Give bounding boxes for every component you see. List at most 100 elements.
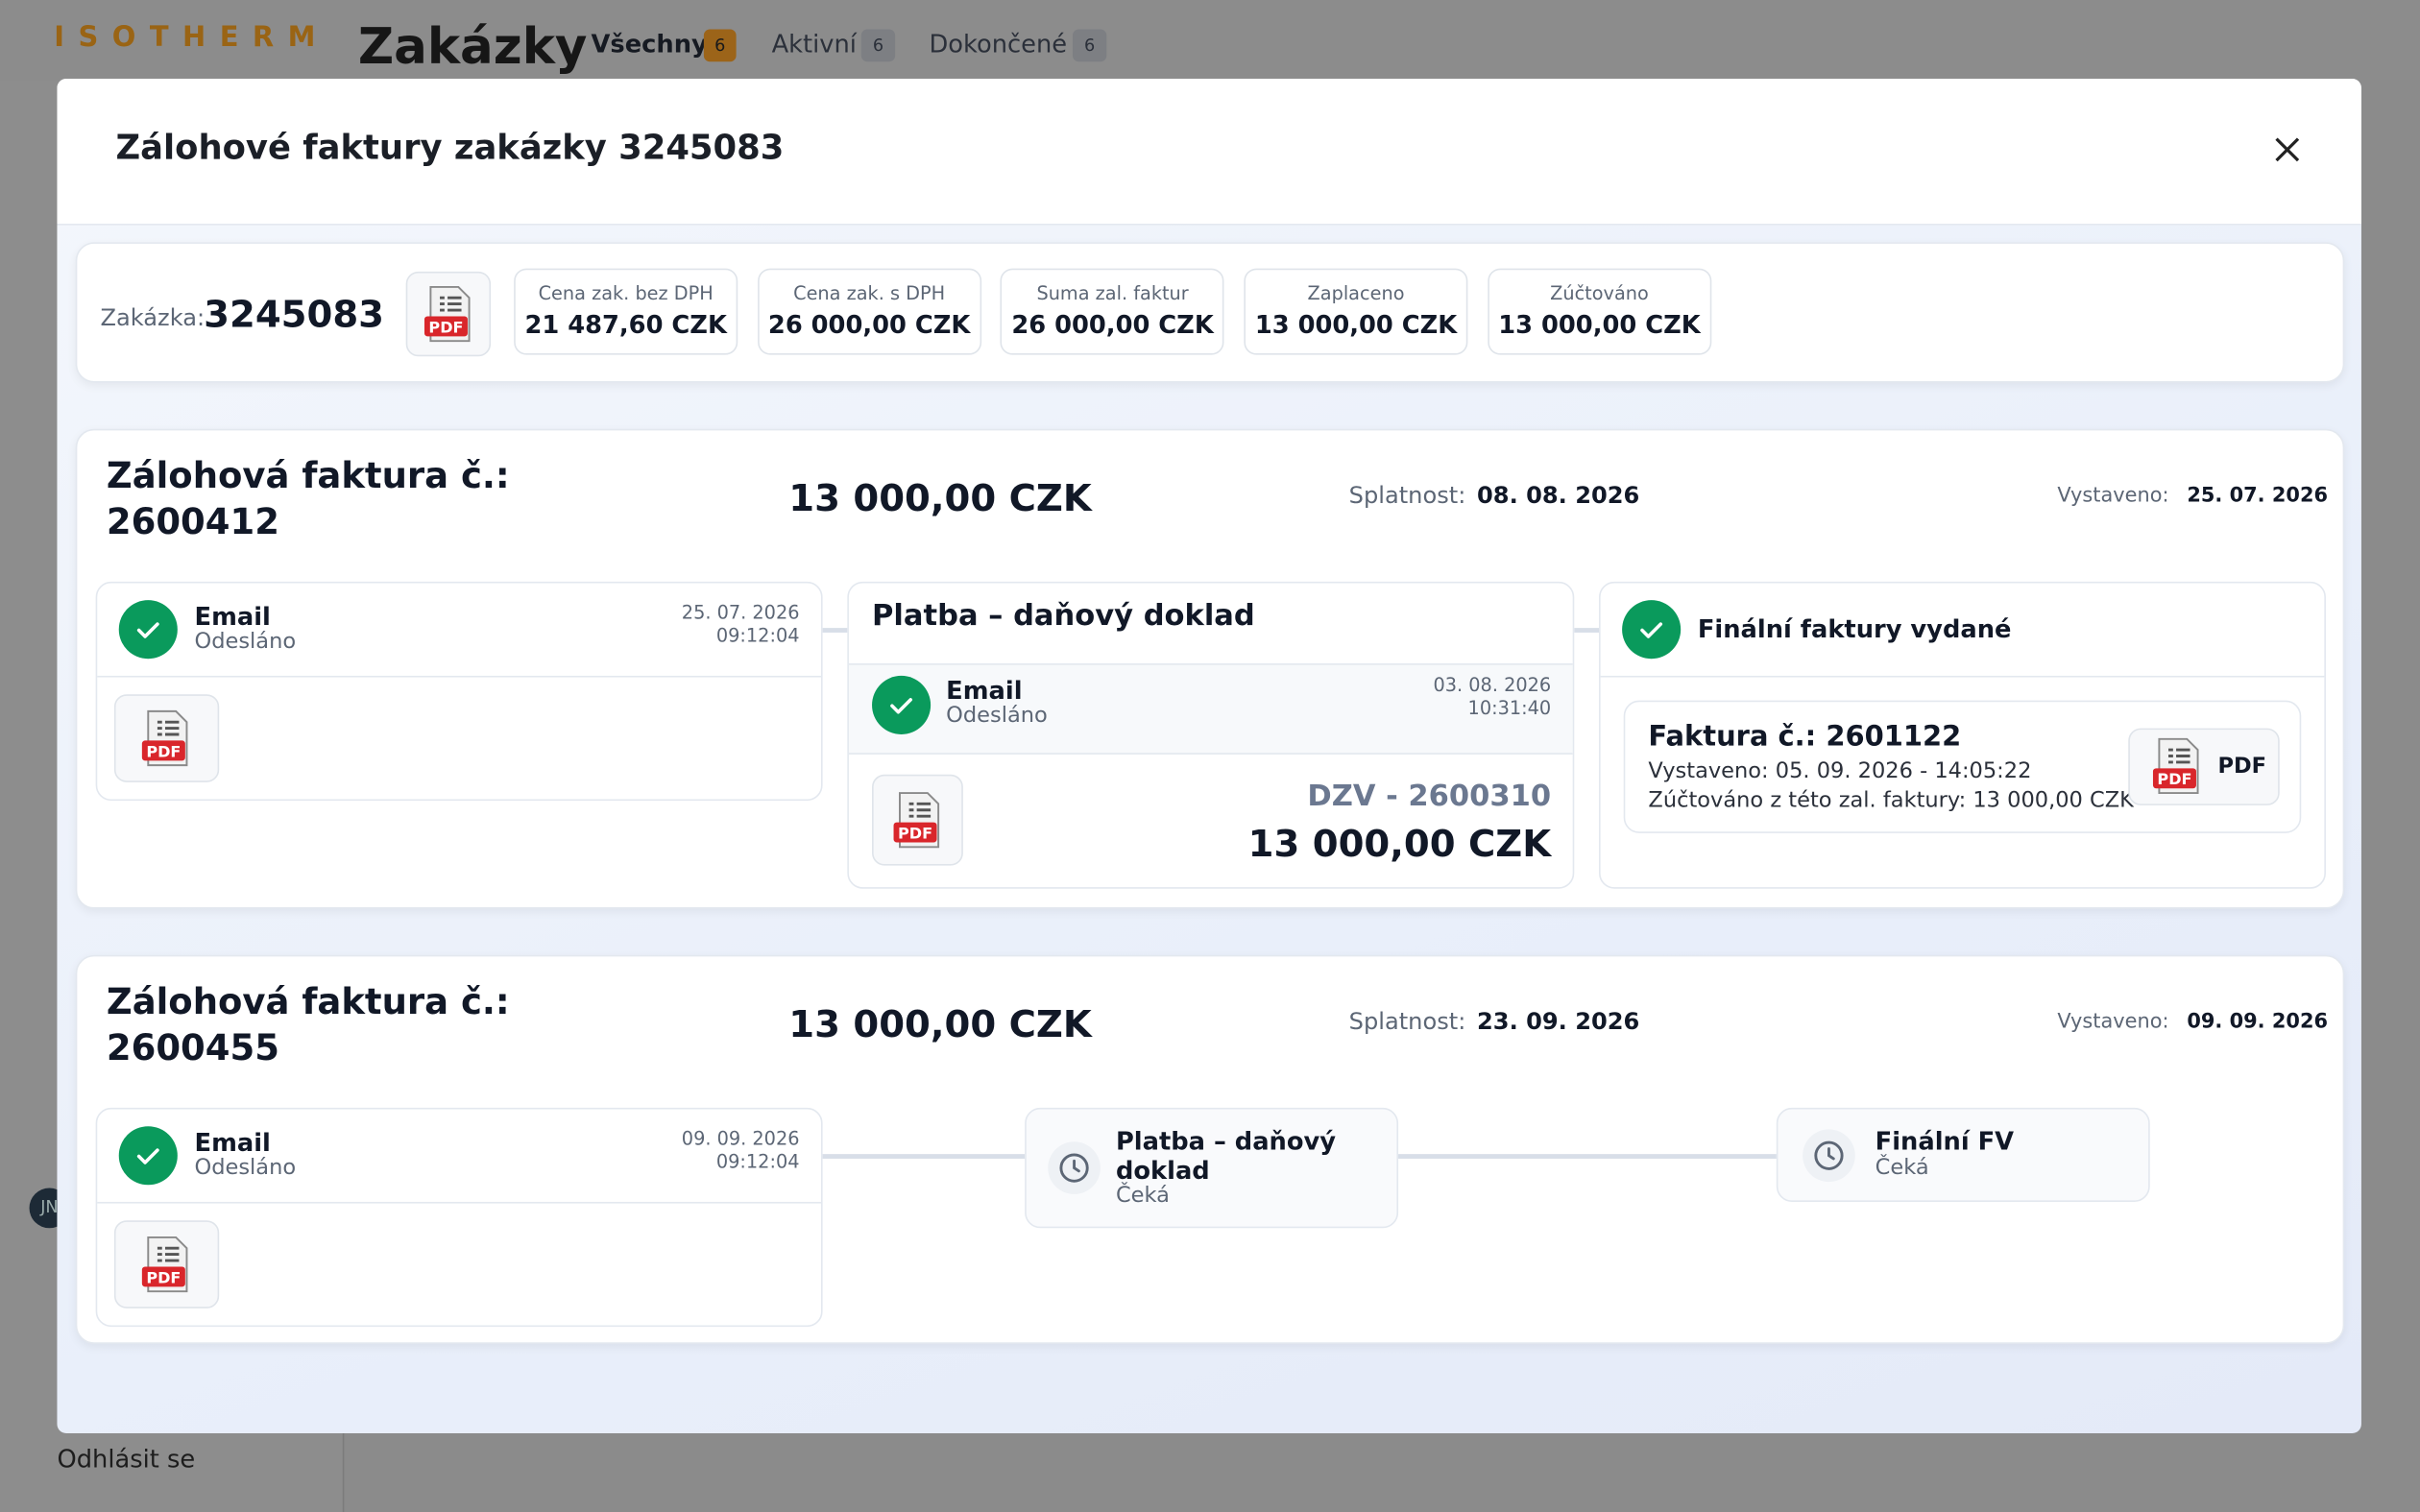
- pdf-graphic: PDF: [892, 791, 939, 848]
- app-header: [0, 0, 2420, 81]
- logout[interactable]: Odhlásit se: [57, 1444, 196, 1474]
- pdf-band: [141, 1265, 185, 1286]
- stat-box: Cena zak. bez DPH 21 487,60 CZK: [514, 268, 738, 355]
- connector: [822, 1154, 1026, 1159]
- pdf-button[interactable]: PDF: [872, 774, 963, 866]
- invoice-title: Zálohová faktura č.:: [106, 456, 510, 497]
- pdf-label: PDF: [146, 742, 181, 760]
- email-step: Email Odesláno 09. 09. 2026 09:12:04 PDF: [95, 1107, 823, 1328]
- pdf-button[interactable]: PDF: [405, 271, 492, 357]
- connector: [822, 628, 848, 633]
- clock-mark: [1814, 1140, 1844, 1170]
- stat-label: Cena zak. s DPH: [793, 282, 946, 304]
- step-status: Čeká: [1115, 1183, 1170, 1209]
- pdf-label: PDF: [2157, 770, 2191, 788]
- pdf-icon: PDF: [891, 791, 944, 850]
- pdf-button[interactable]: PDF: [113, 694, 220, 782]
- tab-badge: 6: [860, 29, 896, 62]
- order-number: 3245083: [204, 293, 385, 337]
- tab[interactable]: Dokončené: [929, 29, 1068, 60]
- check-icon: [118, 1126, 178, 1186]
- due-label: Splatnost:: [1348, 481, 1466, 510]
- pdf-icon: PDF: [140, 1236, 193, 1294]
- final-invoice: Faktura č.: 2601122 Vystaveno: 05. 09. 2…: [1623, 700, 2302, 833]
- pdf-button[interactable]: PDF: [113, 1220, 220, 1308]
- email-step: Email Odesláno 25. 07. 2026 09:12:04 PDF: [95, 581, 823, 802]
- pdf-band: [892, 821, 936, 842]
- clock-icon: [1048, 1141, 1101, 1194]
- step-status: Odesláno: [194, 1155, 297, 1181]
- step-title: Email: [194, 1127, 271, 1158]
- logo: ISOTHERM: [54, 21, 329, 55]
- step-heading: Finální FV: [1875, 1126, 2015, 1156]
- divider: [97, 675, 822, 678]
- step-time: 10:31:40: [1467, 697, 1552, 719]
- order-label: Zakázka:: [100, 303, 206, 332]
- stat-value: 13 000,00 CZK: [1498, 310, 1701, 340]
- pdf-icon: PDF: [140, 708, 193, 767]
- invoice-card: Zálohová faktura č.: 2600412 13 000,00 C…: [75, 428, 2345, 909]
- check-mark: [136, 1148, 159, 1164]
- stat-box: Zúčtováno 13 000,00 CZK: [1487, 268, 1711, 355]
- stat-label: Cena zak. bez DPH: [538, 282, 714, 304]
- pdf-button-label: PDF: [2217, 754, 2267, 780]
- invoice-number: 2600455: [106, 1028, 279, 1069]
- check-mark: [136, 622, 159, 638]
- stat-box: Cena zak. s DPH 26 000,00 CZK: [757, 268, 981, 355]
- page-lines: [2168, 748, 2190, 764]
- page-lines: [439, 295, 461, 311]
- stat-label: Zaplaceno: [1307, 282, 1405, 304]
- pdf-band: [424, 315, 468, 336]
- tab[interactable]: Aktivní: [771, 29, 857, 60]
- issued-date: 25. 07. 2026: [2187, 484, 2329, 508]
- pdf-icon: PDF: [2151, 737, 2204, 796]
- invoice-amount: 13 000,00 CZK: [788, 1002, 1092, 1046]
- pdf-label: PDF: [428, 318, 463, 336]
- summary-card: Zakázka: 3245083 PDF Cena zak. bez DPH 21…: [75, 242, 2345, 383]
- pending-step: Finální FV Čeká: [1776, 1107, 2150, 1202]
- step-title: Email: [194, 601, 271, 632]
- modal-header: [57, 78, 2361, 226]
- page-lines: [157, 719, 180, 735]
- stat-label: Zúčtováno: [1550, 282, 1649, 304]
- pdf-graphic: PDF: [424, 285, 470, 342]
- pdf-graphic: PDF: [2152, 737, 2199, 795]
- final-invoice-number: Faktura č.: 2601122: [1648, 720, 1962, 754]
- issued-label: Vystaveno:: [2057, 1010, 2169, 1034]
- modal-title: Zálohové faktury zakázky 3245083: [115, 130, 785, 169]
- due-label: Splatnost:: [1348, 1007, 1466, 1036]
- step-status: Odesláno: [946, 703, 1048, 729]
- step-status: Odesláno: [194, 629, 297, 655]
- connector: [1574, 628, 1600, 633]
- pdf-button[interactable]: PDF PDF: [2128, 728, 2280, 805]
- step-time: 09:12:04: [715, 624, 800, 647]
- final-accounted: Zúčtováno z této zal. faktury: 13 000,00…: [1648, 788, 2134, 813]
- step-heading: Platba – daňový doklad: [872, 598, 1255, 633]
- invoice-title: Zálohová faktura č.:: [106, 982, 510, 1023]
- step-time: 09:12:04: [715, 1150, 800, 1173]
- step-title: Email: [946, 675, 1023, 706]
- pdf-graphic: PDF: [141, 1236, 188, 1292]
- page-lines: [157, 1245, 180, 1261]
- document-number: DZV - 2600310: [1307, 779, 1552, 813]
- pdf-band: [2152, 768, 2196, 789]
- stat-value: 26 000,00 CZK: [767, 310, 971, 340]
- tab-badge: 6: [1072, 29, 1107, 62]
- tab[interactable]: Všechny: [591, 29, 708, 60]
- close-button[interactable]: [2272, 134, 2303, 165]
- check-mark: [890, 698, 912, 714]
- final-step: Finální faktury vydané Faktura č.: 26011…: [1599, 581, 2326, 889]
- final-issued: Vystaveno: 05. 09. 2026 - 14:05:22: [1648, 758, 2032, 784]
- pending-step: Platba – daňový doklad Čeká: [1025, 1107, 1399, 1229]
- modal: Zálohové faktury zakázky 3245083 Zakázka…: [57, 78, 2361, 1434]
- divider: [97, 1201, 822, 1204]
- check-mark: [1640, 622, 1663, 638]
- stat-box: Suma zal. faktur 26 000,00 CZK: [1001, 268, 1225, 355]
- pdf-graphic: PDF: [141, 709, 188, 766]
- stat-label: Suma zal. faktur: [1036, 282, 1189, 304]
- stat-value: 21 487,60 CZK: [524, 310, 727, 340]
- stat-value: 26 000,00 CZK: [1011, 310, 1214, 340]
- document-amount: 13 000,00 CZK: [1247, 822, 1552, 866]
- issued-label: Vystaveno:: [2057, 484, 2169, 508]
